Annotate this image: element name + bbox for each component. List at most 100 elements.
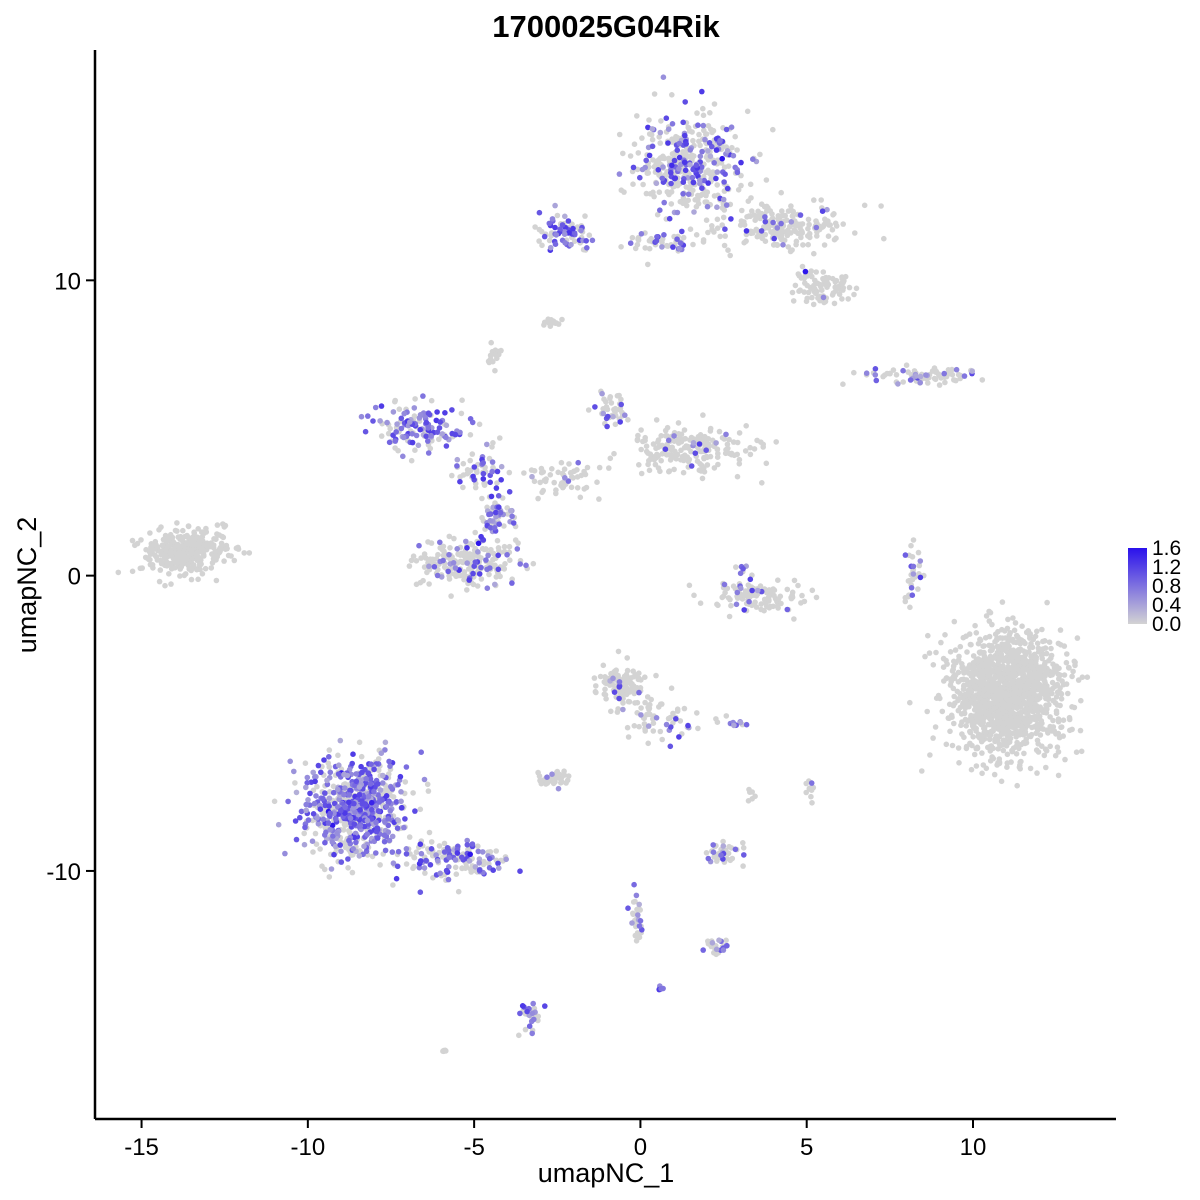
cell-point — [496, 865, 502, 871]
cell-point — [378, 403, 385, 409]
x-tick-label: 10 — [960, 1134, 987, 1161]
cell-point — [353, 771, 360, 777]
cell-point — [1057, 690, 1064, 696]
cell-point — [307, 790, 313, 797]
cell-point — [676, 245, 683, 252]
cell-point — [650, 189, 656, 196]
cell-point — [351, 821, 358, 827]
cell-point — [377, 418, 383, 424]
cell-point — [748, 195, 754, 201]
cell-point — [350, 751, 356, 757]
cell-point — [902, 552, 909, 558]
cell-point — [536, 238, 542, 244]
cell-point — [516, 1032, 522, 1039]
cell-point — [723, 713, 730, 719]
cell-point — [416, 542, 422, 549]
cell-point — [647, 451, 654, 458]
cell-point — [616, 684, 623, 690]
cell-point — [621, 189, 627, 195]
cell-point — [582, 213, 588, 219]
scatter-points — [115, 74, 1091, 1055]
cell-point — [378, 433, 385, 439]
cell-point — [826, 222, 832, 228]
cell-point — [671, 157, 678, 164]
cell-point — [546, 220, 553, 227]
cell-point — [423, 419, 430, 426]
cell-point — [689, 174, 696, 181]
cell-point — [962, 691, 968, 698]
cell-point — [736, 461, 743, 467]
cell-point — [973, 685, 979, 692]
cell-point — [665, 437, 672, 444]
cell-point — [704, 462, 711, 468]
cell-point — [1021, 750, 1027, 757]
cell-point — [780, 242, 786, 248]
cell-point — [654, 211, 661, 218]
cell-point — [618, 401, 624, 408]
cell-point — [1079, 674, 1086, 680]
color-legend: 1.61.20.80.40.0 — [1128, 537, 1182, 636]
cell-point — [399, 804, 405, 811]
cell-point — [964, 649, 970, 655]
cell-point — [910, 537, 917, 543]
cell-point — [607, 395, 613, 402]
cell-point — [962, 716, 969, 723]
cell-point — [382, 847, 389, 854]
cell-point — [413, 849, 420, 855]
cell-point — [771, 235, 777, 242]
cell-point — [147, 551, 154, 557]
cell-point — [326, 795, 333, 801]
cell-point — [537, 479, 543, 486]
cell-point — [493, 485, 500, 491]
cell-point — [400, 453, 406, 460]
cell-point — [403, 764, 410, 770]
cell-point — [1017, 766, 1023, 772]
cell-point — [830, 212, 836, 218]
cell-point — [747, 213, 754, 220]
cell-point — [719, 594, 725, 601]
cell-point — [794, 221, 801, 227]
cell-point — [581, 486, 588, 492]
cell-point — [714, 182, 720, 188]
cell-point — [747, 576, 754, 583]
cell-point — [957, 704, 964, 711]
cell-point — [660, 164, 666, 170]
cell-point — [373, 819, 379, 826]
cell-point — [431, 564, 438, 570]
cell-point — [208, 565, 215, 571]
y-tick-label: 0 — [68, 564, 81, 591]
cell-point — [439, 546, 446, 553]
cell-point — [395, 781, 401, 788]
cell-point — [705, 169, 712, 176]
cell-point — [749, 587, 755, 594]
cell-point — [618, 244, 624, 250]
cell-point — [437, 419, 444, 425]
cell-point — [813, 218, 819, 224]
cell-point — [453, 871, 460, 877]
cell-point — [553, 320, 559, 326]
cell-point — [191, 530, 198, 537]
cell-point — [960, 634, 967, 641]
cell-point — [721, 242, 728, 249]
cell-point — [783, 229, 789, 235]
cell-point — [494, 468, 501, 475]
cell-point — [317, 806, 324, 812]
cell-point — [457, 474, 463, 480]
cell-point — [932, 724, 939, 730]
cell-point — [392, 398, 398, 405]
cell-point — [322, 839, 328, 846]
cell-point — [1025, 722, 1031, 729]
cell-point — [661, 232, 667, 238]
cell-point — [400, 434, 407, 441]
cell-point — [663, 115, 670, 121]
cell-point — [723, 943, 730, 949]
cell-point — [967, 740, 973, 747]
cell-point — [1052, 683, 1058, 690]
cell-point — [982, 655, 988, 662]
cell-point — [374, 835, 381, 841]
cell-point — [754, 233, 761, 240]
cell-point — [487, 517, 494, 524]
cell-point — [334, 830, 340, 837]
cell-point — [185, 562, 191, 568]
cell-point — [1043, 650, 1050, 657]
